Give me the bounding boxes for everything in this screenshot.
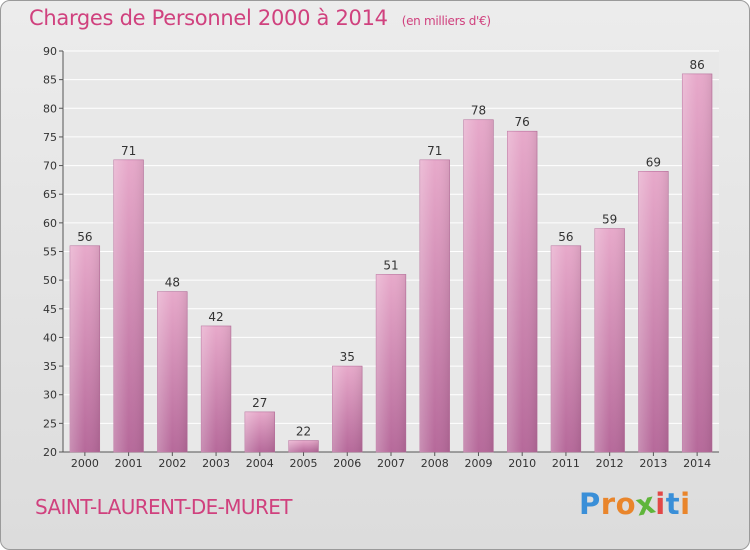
y-tick-label: 35 — [43, 360, 57, 373]
y-tick-label: 45 — [43, 303, 57, 316]
x-tick-label: 2012 — [596, 457, 624, 470]
bar-shade — [201, 325, 231, 452]
y-tick-label: 85 — [43, 74, 57, 87]
y-tick-label: 65 — [43, 188, 57, 201]
value-label: 51 — [383, 258, 398, 272]
x-tick-label: 2001 — [115, 457, 143, 470]
y-tick-label: 70 — [43, 160, 57, 173]
chart-title-text: Charges de Personnel 2000 à 2014 — [29, 6, 388, 30]
logo-letter: P — [579, 487, 601, 521]
y-tick-label: 50 — [43, 274, 57, 287]
bar-shade — [157, 291, 188, 452]
bar-shade — [507, 131, 538, 452]
bar-shade — [638, 171, 669, 453]
value-label: 22 — [296, 425, 311, 439]
x-tick-label: 2013 — [639, 457, 667, 470]
bar-shade — [419, 159, 450, 453]
x-tick-label: 2010 — [508, 457, 536, 470]
logo-letter: i — [655, 487, 666, 521]
x-tick-label: 2007 — [377, 457, 405, 470]
value-label: 59 — [602, 213, 617, 227]
bar-shade — [463, 119, 494, 452]
y-tick-label: 55 — [43, 246, 57, 259]
x-tick-label: 2005 — [290, 457, 318, 470]
bar-shade — [244, 411, 275, 452]
bar-shade — [376, 274, 406, 452]
y-tick-label: 80 — [43, 102, 57, 115]
x-tick-label: 2014 — [683, 457, 711, 470]
x-tick-label: 2009 — [464, 457, 492, 470]
labels: 20 25 30 35 40 45 50 55 60 65 70 75 80 85 90 56 2000 71 20… — [43, 45, 711, 470]
bar-shade — [113, 159, 144, 453]
y-tick-label: 90 — [43, 45, 57, 58]
x-tick-label: 2006 — [333, 457, 361, 470]
value-label: 78 — [471, 104, 486, 118]
logo-letter: o — [615, 487, 637, 521]
logo-letter: t — [665, 487, 681, 521]
value-label: 71 — [427, 144, 442, 158]
chart-title: Charges de Personnel 2000 à 2014 (en mill… — [29, 6, 491, 30]
bar-shade — [69, 245, 100, 452]
logo-letter: i — [680, 487, 691, 521]
commune-name: SAINT-LAURENT-DE-MURET — [35, 495, 293, 519]
y-tick-label: 60 — [43, 217, 57, 230]
value-label: 35 — [340, 350, 355, 364]
value-label: 86 — [689, 58, 704, 72]
bar-shade — [288, 440, 319, 452]
y-tick-label: 30 — [43, 389, 57, 402]
x-tick-label: 2002 — [158, 457, 186, 470]
bar-shade — [551, 245, 581, 452]
value-label: 56 — [558, 230, 573, 244]
value-label: 76 — [515, 115, 530, 129]
bar-shade — [682, 73, 713, 453]
y-tick-label: 75 — [43, 131, 57, 144]
chart-unit-note: (en milliers d'€) — [401, 14, 491, 28]
value-label: 69 — [646, 155, 661, 169]
value-label: 48 — [165, 276, 180, 290]
value-label: 56 — [77, 230, 92, 244]
y-tick-label: 25 — [43, 417, 57, 430]
bar-shade — [594, 228, 625, 452]
x-tick-label: 2008 — [421, 457, 449, 470]
proxiti-logo: Proxiti — [579, 485, 691, 522]
bars — [69, 73, 713, 453]
y-tick-label: 40 — [43, 331, 57, 344]
value-label: 71 — [121, 144, 136, 158]
x-tick-label: 2011 — [552, 457, 580, 470]
x-tick-label: 2000 — [71, 457, 99, 470]
bar-shade — [332, 366, 363, 452]
value-label: 42 — [208, 310, 223, 324]
x-tick-label: 2003 — [202, 457, 230, 470]
y-tick-label: 20 — [43, 446, 57, 459]
logo-letter: r — [600, 487, 616, 521]
x-tick-label: 2004 — [246, 457, 274, 470]
value-label: 27 — [252, 396, 267, 410]
